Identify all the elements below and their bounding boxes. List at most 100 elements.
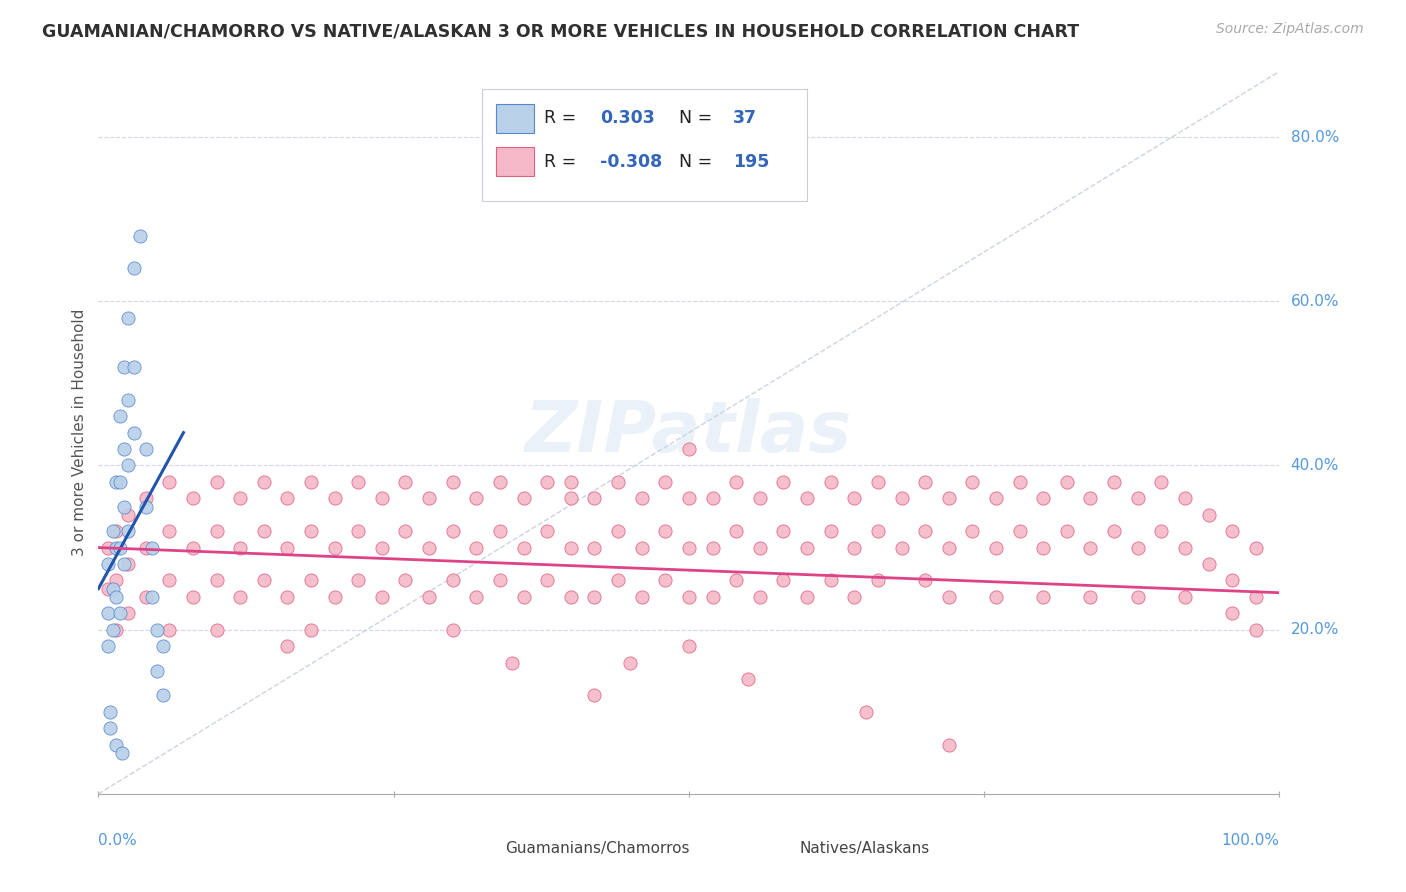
Point [678,639,700,653]
Point [117,310,139,325]
Point [512,541,534,555]
Point [1102,475,1125,489]
Point [1244,590,1267,604]
Point [1244,623,1267,637]
Text: 40.0%: 40.0% [1291,458,1339,473]
Point [501,656,523,670]
Point [141,541,163,555]
Point [748,541,770,555]
Text: GUAMANIAN/CHAMORRO VS NATIVE/ALASKAN 3 OR MORE VEHICLES IN HOUSEHOLD CORRELATION: GUAMANIAN/CHAMORRO VS NATIVE/ALASKAN 3 O… [42,22,1080,40]
Point [938,590,960,604]
Point [122,261,145,276]
Point [229,590,252,604]
Point [962,475,984,489]
Point [299,475,322,489]
Point [607,574,630,588]
Point [844,541,866,555]
Point [512,491,534,506]
Point [1150,475,1173,489]
Point [866,524,889,538]
Point [583,590,606,604]
Point [105,524,128,538]
Point [347,574,370,588]
Point [607,524,630,538]
Point [117,392,139,407]
Point [105,623,128,637]
FancyBboxPatch shape [754,839,789,861]
Point [1032,590,1054,604]
Point [984,590,1007,604]
Point [347,475,370,489]
Text: N =: N = [679,153,718,170]
Point [97,607,120,621]
Point [128,228,150,243]
Point [205,524,228,538]
Point [489,524,512,538]
Text: 80.0%: 80.0% [1291,129,1339,145]
Point [938,738,960,752]
Point [938,541,960,555]
Point [772,524,794,538]
Point [418,491,440,506]
Point [583,491,606,506]
Point [181,541,204,555]
Point [1174,541,1197,555]
Point [560,590,582,604]
Point [866,475,889,489]
Text: N =: N = [679,110,718,128]
Point [984,491,1007,506]
Point [1032,541,1054,555]
Point [630,590,652,604]
Point [108,541,131,555]
Point [112,442,135,456]
Point [1174,590,1197,604]
Point [1126,590,1149,604]
Point [205,475,228,489]
Point [101,582,124,596]
Text: R =: R = [544,153,582,170]
Text: 0.303: 0.303 [600,110,655,128]
Point [276,491,298,506]
Point [98,705,121,719]
Point [1080,541,1102,555]
Point [938,491,960,506]
Point [117,508,139,522]
Point [276,541,298,555]
Point [866,574,889,588]
Point [108,409,131,424]
Point [914,574,936,588]
Point [962,524,984,538]
Point [737,672,759,686]
Point [890,491,912,506]
Point [135,491,157,506]
Point [229,541,252,555]
Point [141,590,163,604]
Point [914,524,936,538]
Point [1102,524,1125,538]
Point [855,705,877,719]
Point [205,623,228,637]
Point [702,491,724,506]
Point [441,524,464,538]
Point [441,475,464,489]
Point [323,491,346,506]
Point [1198,508,1220,522]
Point [105,541,128,555]
Point [536,524,558,538]
Point [97,541,120,555]
Point [1032,491,1054,506]
Point [418,590,440,604]
Point [725,574,748,588]
Point [536,475,558,489]
Point [112,557,135,571]
Point [1008,475,1031,489]
Point [299,574,322,588]
Point [678,541,700,555]
Point [117,607,139,621]
Point [253,524,276,538]
Point [654,524,676,538]
Point [371,541,394,555]
Text: 60.0%: 60.0% [1291,293,1339,309]
Point [725,475,748,489]
Point [560,491,582,506]
